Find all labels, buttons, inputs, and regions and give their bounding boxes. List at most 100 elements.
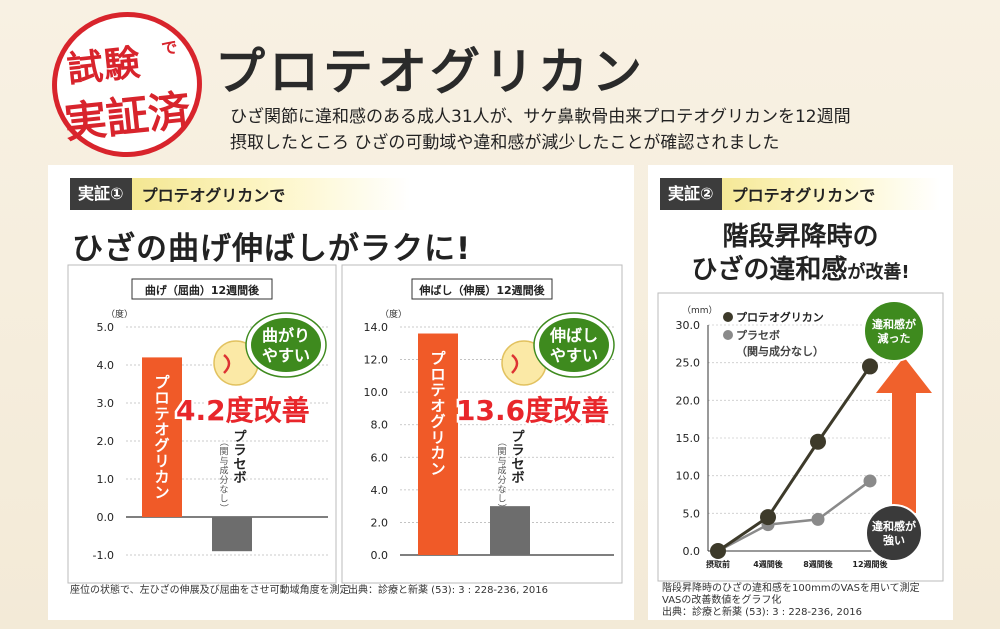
- motion-arrow-icon: [511, 354, 519, 374]
- bar-label-proteoglycan-char: カ: [154, 468, 169, 486]
- x-tick-label: 摂取前: [706, 559, 730, 569]
- bubble-fill: [251, 318, 321, 372]
- chart-flexion: 曲げ（屈曲）12週間後（度）5.04.03.02.01.00.0-1.0プロテオ…: [67, 264, 337, 584]
- badge-strong-text-1: 違和感が: [872, 519, 916, 533]
- bar-label-proteoglycan-char: ン: [154, 484, 169, 502]
- bar-label-placebo-sub-char: な: [497, 484, 506, 495]
- page-title: プロテオグリカン: [215, 42, 646, 101]
- panel1-source: 出典：診療と新薬 (53): 3 : 228-236, 2016: [348, 585, 548, 596]
- bar-label-proteoglycan-char: グ: [154, 436, 169, 454]
- bar-label-placebo-sub-char: （: [496, 437, 507, 446]
- bar-label-placebo-sub-char: 与: [497, 456, 506, 467]
- panel1-headline: ひざの曲げ伸ばしがラクに!: [72, 231, 472, 267]
- y-tick-label: 1.0: [97, 473, 115, 486]
- legend-marker-placebo: [723, 330, 733, 340]
- y-tick-label: 0.0: [683, 545, 701, 558]
- panel2-note-line2: VASの改善数値をグラフ化: [662, 595, 782, 606]
- y-axis-unit: （mm）: [682, 305, 718, 316]
- bar-label-placebo-sub-char: ）: [218, 503, 229, 512]
- badge-strong: [865, 504, 923, 562]
- y-tick-label: 2.0: [371, 516, 389, 529]
- chart-title-box: [411, 278, 553, 300]
- stamp-de: で: [160, 37, 179, 59]
- ribbon-label: 実証②: [660, 178, 722, 210]
- bar-label-placebo-sub-char: 分: [497, 475, 506, 486]
- bar-label-placebo-char: プ: [511, 430, 525, 445]
- bar-label-placebo-char: セ: [511, 457, 524, 472]
- y-tick-label: 10.0: [676, 470, 701, 483]
- bar-label-proteoglycan-char: カ: [430, 444, 445, 462]
- bubble-text-1: 伸ばし: [549, 326, 598, 345]
- bubble-text-1: 曲がり: [262, 326, 310, 345]
- bar-label-placebo-char: ボ: [511, 470, 524, 486]
- y-tick-label: 25.0: [676, 357, 701, 370]
- bar-proteoglycan: [418, 333, 458, 555]
- bar-label-placebo-char: セ: [233, 457, 246, 472]
- bubble-fill: [539, 318, 609, 372]
- panel2-note-line1: 階段昇降時のひざの違和感を100mmのVASを用いて測定: [662, 583, 920, 594]
- ribbon-label: 実証①: [70, 178, 132, 210]
- y-tick-label: 0.0: [371, 549, 389, 562]
- bar-label-placebo-sub-char: な: [219, 484, 228, 495]
- bar-label-proteoglycan-char: プ: [154, 373, 170, 391]
- ribbon-text: プロテオグリカンで: [141, 186, 286, 205]
- series-proteoglycan-point: [710, 543, 726, 559]
- ribbon-text: プロテオグリカンで: [731, 186, 876, 205]
- bar-label-placebo-sub-char: ）: [496, 503, 507, 512]
- bar-label-proteoglycan-char: テ: [430, 381, 445, 399]
- legend-label-placebo-sub: （関与成分なし）: [736, 344, 824, 358]
- y-tick-label: 30.0: [676, 319, 701, 332]
- description-line2: 摂取したところ ひざの可動域や違和感が減少したことが確認されました: [230, 133, 780, 153]
- description-line1: ひざ関節に違和感のある成人31人が、サケ鼻軟骨由来プロテオグリカンを12週間: [230, 107, 851, 127]
- panel2-headline-line2: ひざの違和感: [691, 255, 848, 285]
- series-proteoglycan-point: [862, 358, 878, 375]
- badge-reduced: [863, 300, 925, 362]
- legend-label-placebo: プラセボ: [736, 328, 780, 342]
- bar-label-proteoglycan-char: ロ: [430, 365, 445, 383]
- panel1-note: 座位の状態で、左ひざの伸展及び屈曲をさせ可動域角度を測定: [70, 585, 350, 596]
- series-proteoglycan-point: [760, 509, 776, 526]
- y-tick-label: 0.0: [97, 511, 115, 524]
- y-tick-label: 14.0: [364, 321, 389, 334]
- panel2-note: 階段昇降時のひざの違和感を100mmのVASを用いて測定 VASの改善数値をグラ…: [662, 583, 920, 619]
- verified-stamp: 試験 で 実証済: [44, 4, 210, 165]
- y-tick-label: -1.0: [93, 549, 114, 562]
- improvement-callout: 13.6度改善: [456, 394, 609, 427]
- y-axis-unit: （度）: [106, 308, 133, 320]
- chart-title-box: [131, 278, 273, 300]
- y-tick-label: 4.0: [97, 359, 115, 372]
- y-tick-label: 4.0: [371, 484, 389, 497]
- y-tick-label: 5.0: [683, 507, 701, 520]
- bar-label-placebo-sub-char: 分: [219, 475, 228, 486]
- panel2-headline: 階段昇降時の ひざの違和感が改善!: [648, 221, 953, 289]
- y-tick-label: 12.0: [364, 354, 389, 367]
- motion-arrow-icon: [223, 354, 231, 374]
- improvement-callout: 4.2度改善: [176, 394, 310, 427]
- stamp-line2: 実証済: [62, 85, 193, 148]
- y-tick-label: 6.0: [371, 451, 389, 464]
- bar-label-placebo-sub-char: し: [219, 494, 228, 505]
- y-tick-label: 5.0: [97, 321, 115, 334]
- chart-title: 伸ばし（伸展）12週間後: [418, 283, 545, 297]
- bar-label-proteoglycan-char: テ: [154, 405, 169, 423]
- bar-label-placebo-sub-char: 関: [497, 446, 506, 457]
- panel2-headline-small: が改善!: [847, 262, 910, 283]
- bar-label-placebo-sub-char: （: [218, 437, 229, 446]
- bar-label-placebo-char: ラ: [233, 444, 246, 459]
- y-axis-unit: （度）: [380, 308, 407, 320]
- bar-label-placebo-sub-char: し: [497, 494, 506, 505]
- bubble-text-2: やすい: [550, 346, 598, 365]
- x-tick-label: 8週間後: [803, 559, 834, 569]
- bar-label-placebo-sub-char: 与: [219, 456, 228, 467]
- y-tick-label: 2.0: [97, 435, 115, 448]
- ribbon-proof-1: 実証① プロテオグリカンで: [70, 178, 410, 210]
- description: ひざ関節に違和感のある成人31人が、サケ鼻軟骨由来プロテオグリカンを12週間 摂…: [230, 104, 851, 156]
- series-placebo-point: [811, 512, 825, 526]
- bar-proteoglycan: [142, 357, 182, 517]
- bar-placebo: [490, 506, 530, 555]
- chart-extension: 伸ばし（伸展）12週間後 （度）14.0 12.0 10.0 8.0 6.0 4.0 2.0 0…: [341, 264, 623, 584]
- panel-proof-1: 実証① プロテオグリカンで ひざの曲げ伸ばしがラクに! 曲げ（屈曲）12週間後 （…: [48, 165, 634, 620]
- x-tick-label: 12週間後: [852, 559, 888, 569]
- legend-label-proteoglycan: プロテオグリカン: [736, 310, 824, 324]
